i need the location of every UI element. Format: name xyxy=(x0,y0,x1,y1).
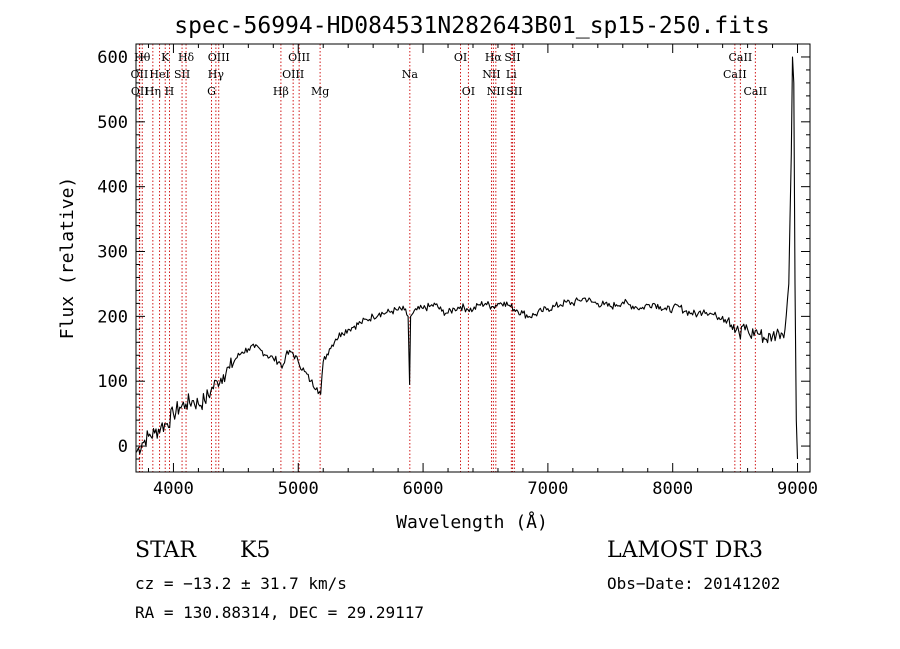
line-label: Hβ xyxy=(273,85,289,98)
x-tick-label: 5000 xyxy=(278,479,319,499)
x-tick-label: 9000 xyxy=(777,479,818,499)
line-label: OII xyxy=(131,68,149,81)
line-label: SII xyxy=(506,85,522,98)
line-label: OIII xyxy=(282,68,304,81)
y-tick-label: 400 xyxy=(97,178,128,198)
y-tick-label: 300 xyxy=(97,243,128,263)
line-label: OIII xyxy=(208,51,230,64)
x-tick-label: 7000 xyxy=(527,479,568,499)
y-tick-label: 600 xyxy=(97,48,128,68)
coordinates: RA = 130.88314, DEC = 29.29117 xyxy=(135,603,424,622)
line-markers xyxy=(138,44,756,472)
line-label: SII xyxy=(504,51,520,64)
line-label: Mg xyxy=(311,85,329,98)
line-label: Hγ xyxy=(208,68,225,81)
line-label: HeI xyxy=(149,68,169,81)
line-label: CaII xyxy=(723,68,747,81)
line-label: NII xyxy=(487,85,505,98)
line-label: OII xyxy=(131,85,149,98)
line-label: G xyxy=(207,85,216,98)
line-label: Hη xyxy=(145,85,161,98)
x-axis: 4000 5000 6000 7000 8000 9000 xyxy=(147,44,818,499)
observation-date: Obs−Date: 20141202 xyxy=(607,574,781,593)
x-tick-label: 6000 xyxy=(403,479,444,499)
y-axis-label: Flux (relative) xyxy=(57,177,78,340)
line-label: K xyxy=(161,51,170,64)
line-label: SII xyxy=(174,68,190,81)
x-axis-label: Wavelength (Å) xyxy=(396,511,548,533)
line-label: Hδ xyxy=(178,51,195,64)
line-label: OIII xyxy=(288,51,310,64)
line-label: Na xyxy=(402,68,419,81)
x-tick-label: 8000 xyxy=(652,479,693,499)
x-tick-label: 4000 xyxy=(153,479,194,499)
object-subclass: K5 xyxy=(240,538,271,563)
line-label: Hα xyxy=(485,51,503,64)
line-label: NII xyxy=(482,68,500,81)
plot-frame xyxy=(135,43,811,473)
survey-name: LAMOST DR3 xyxy=(607,538,763,563)
y-tick-label: 100 xyxy=(97,372,128,392)
line-label: OI xyxy=(462,85,475,98)
spectrum-line xyxy=(135,56,799,460)
y-axis: 0 100 200 300 400 500 600 xyxy=(97,43,810,460)
object-class: STAR xyxy=(135,538,196,563)
line-label: Hθ xyxy=(134,51,151,64)
line-labels: OII OII Hθ Hη HeI K H SII Hδ G Hγ OIII Hβ OIII OIII Mg N… xyxy=(131,51,768,98)
y-tick-label: 0 xyxy=(118,437,128,457)
line-label: CaII xyxy=(743,85,767,98)
line-label: CaII xyxy=(729,51,753,64)
redshift-velocity: cz = −13.2 ± 31.7 km/s xyxy=(135,574,347,593)
y-tick-label: 500 xyxy=(97,113,128,133)
line-label: OI xyxy=(454,51,467,64)
chart-title: spec-56994-HD084531N282643B01_sp15-250.f… xyxy=(174,13,769,39)
line-label: Li xyxy=(506,68,517,81)
y-tick-label: 200 xyxy=(97,307,128,327)
line-label: H xyxy=(165,85,175,98)
